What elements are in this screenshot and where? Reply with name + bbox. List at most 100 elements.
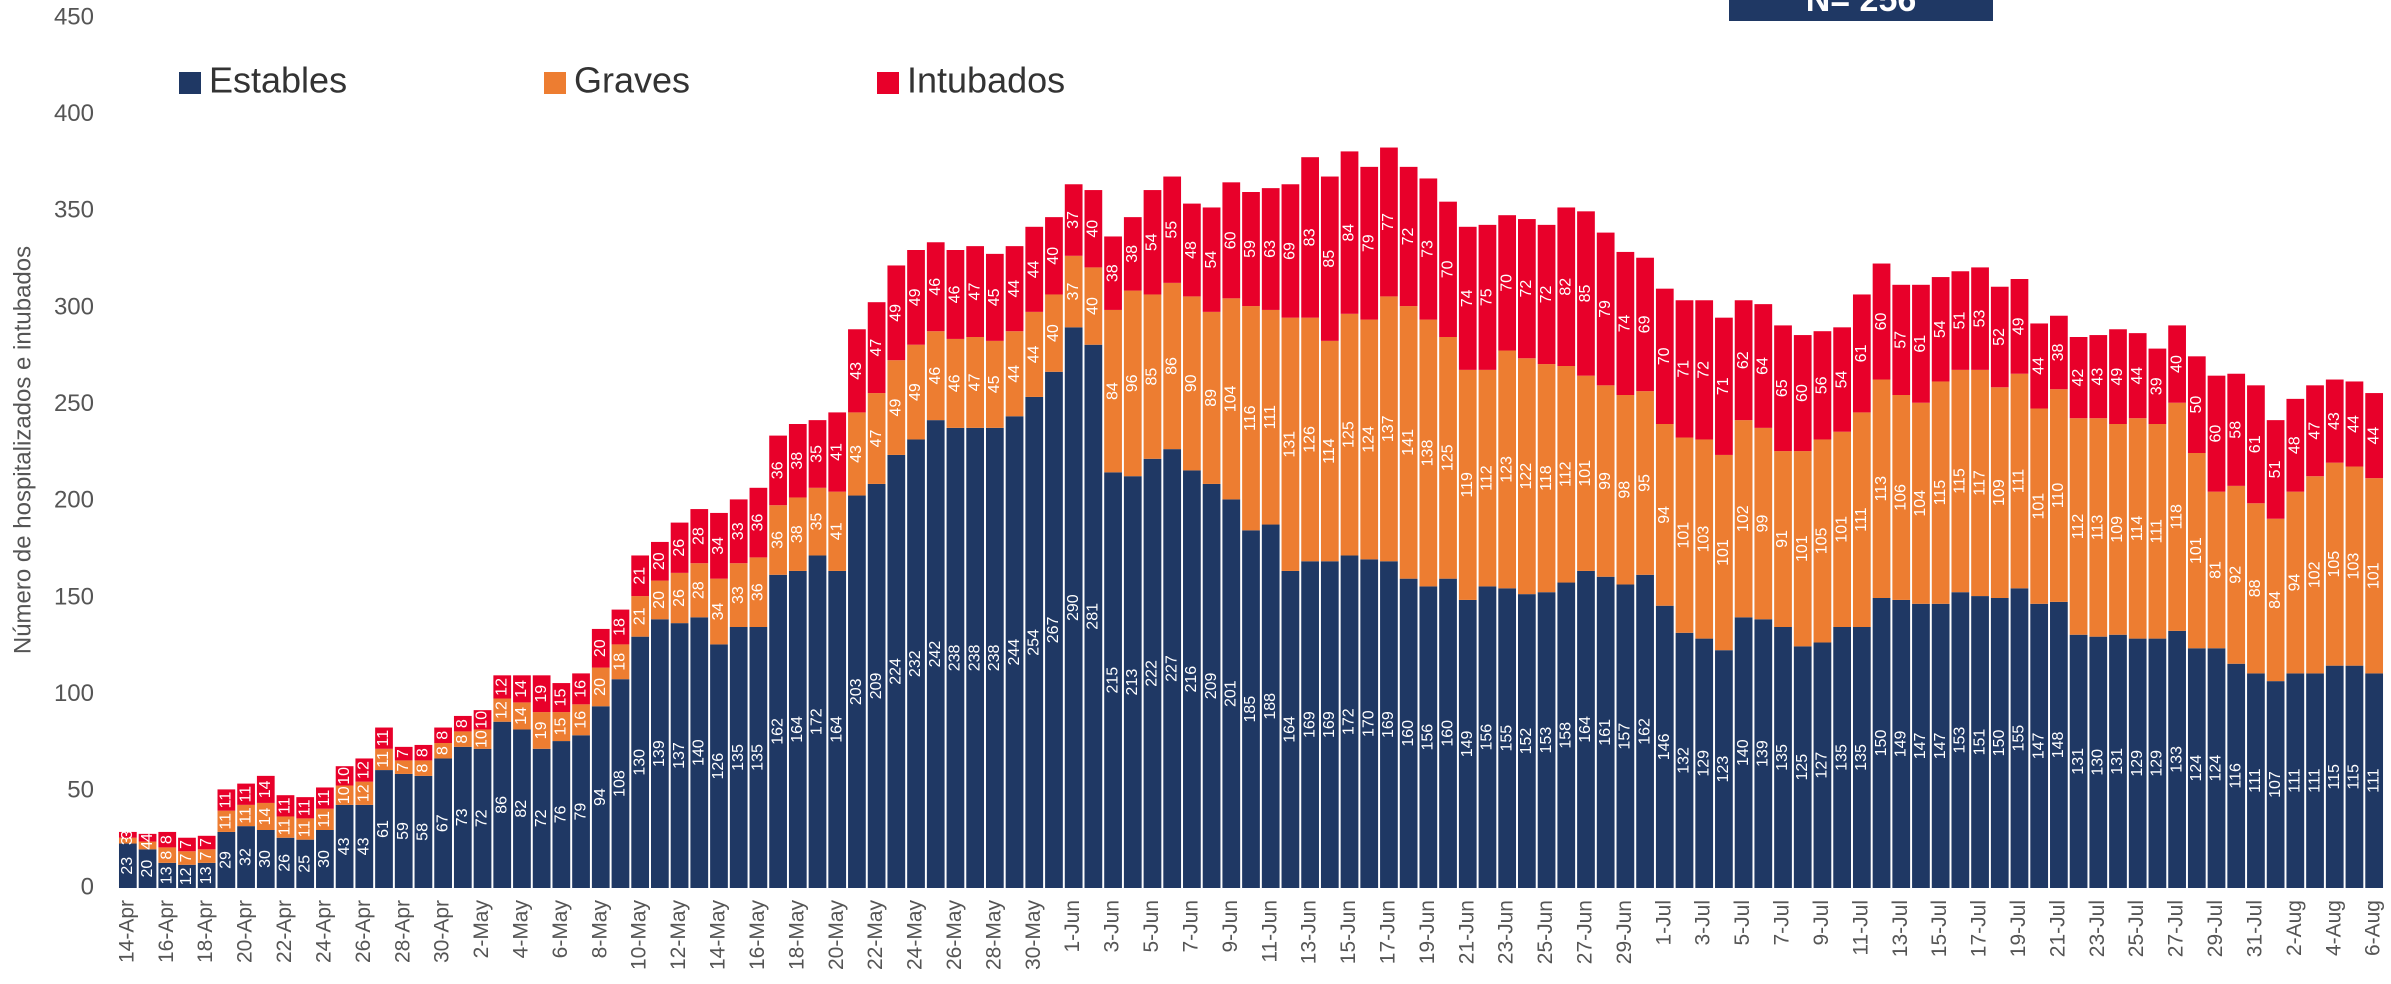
data-label: 158 (1557, 722, 1574, 749)
data-label: 101 (1833, 516, 1850, 543)
data-label: 57 (1892, 331, 1909, 349)
data-label: 40 (2168, 355, 2185, 373)
bar-segment (2089, 418, 2108, 637)
legend-swatch (877, 72, 899, 94)
bar-segment (1084, 267, 1103, 345)
bar-segment (2168, 325, 2186, 403)
data-label: 125 (1794, 754, 1811, 781)
bar-segment (867, 393, 886, 484)
data-label: 11 (296, 821, 313, 838)
bar-segment (335, 785, 354, 805)
bar-segment (2286, 398, 2305, 492)
data-label: 227 (1163, 655, 1180, 682)
data-label: 169 (1321, 711, 1338, 738)
bar-segment (1852, 412, 1871, 627)
bar-segment (788, 497, 807, 571)
bar-segment (1596, 385, 1615, 577)
data-label: 116 (1242, 405, 1259, 431)
bar-segment (1715, 317, 1733, 455)
bar-segment (729, 563, 748, 627)
bar-segment (276, 837, 295, 888)
data-label: 84 (1104, 382, 1121, 400)
data-label: 36 (769, 531, 786, 549)
data-label: 82 (1557, 278, 1574, 296)
bar-segment (1892, 395, 1911, 600)
data-label: 8 (158, 835, 175, 844)
bar-segment (1636, 391, 1654, 575)
bar-segment (2128, 333, 2147, 419)
bar-segment (1754, 427, 1773, 620)
bar-segment (1616, 251, 1635, 395)
data-label: 29 (218, 851, 235, 869)
bar-segment (926, 420, 945, 888)
bar-segment (2010, 279, 2029, 374)
x-tick-label: 29-Jul (2204, 900, 2227, 957)
y-axis-title: Número de hospitalizados e intubados (9, 246, 36, 654)
data-label: 30 (316, 850, 333, 868)
x-tick-label: 18-May (785, 900, 808, 971)
bar-segment (2286, 491, 2305, 674)
bar-segment (552, 741, 571, 888)
bar-segment (2207, 375, 2226, 492)
bar-segment (1163, 176, 1182, 283)
bar-segment (2365, 478, 2384, 674)
bar-segment (217, 810, 236, 832)
data-label: 73 (1420, 240, 1437, 258)
bar-segment (985, 427, 1004, 888)
bar-segment (2187, 648, 2206, 888)
bar-segment (1577, 570, 1595, 888)
data-label: 111 (2306, 768, 2323, 792)
data-label: 172 (1341, 708, 1358, 735)
x-tick-label: 22-May (864, 900, 887, 971)
data-label: 33 (730, 586, 747, 604)
x-tick-label: 30-May (1022, 900, 1045, 971)
data-label: 129 (2129, 750, 2146, 777)
bar-segment (1104, 472, 1122, 888)
bar-segment (2227, 485, 2246, 664)
data-label: 28 (690, 527, 707, 545)
x-tick-label: 4-Aug (2322, 900, 2345, 956)
bar-segment (1439, 578, 1457, 888)
bar-segment (237, 804, 255, 827)
x-tick-label: 21-Jul (2046, 900, 2069, 957)
data-label: 45 (986, 375, 1003, 393)
data-label: 49 (888, 304, 905, 322)
data-label: 94 (2287, 574, 2304, 592)
bar-segment (1931, 381, 1950, 604)
data-label: 7 (178, 853, 195, 862)
data-label: 44 (1006, 280, 1023, 298)
bar-segment (513, 675, 531, 703)
bar-segment (2325, 665, 2344, 888)
data-label: 4 (139, 841, 156, 850)
data-label: 94 (1656, 506, 1673, 524)
data-label: 35 (809, 445, 826, 463)
data-label: 8 (415, 748, 432, 757)
bar-segment (572, 704, 590, 736)
data-label: 164 (1282, 716, 1299, 743)
data-label: 162 (1636, 718, 1653, 745)
data-label: 130 (2090, 749, 2107, 776)
data-label: 151 (1971, 729, 1988, 756)
data-label: 164 (1577, 716, 1594, 743)
data-label: 140 (690, 739, 707, 766)
bar-segment (1419, 178, 1438, 320)
bar-segment (887, 360, 906, 455)
bar-segment (1478, 369, 1497, 587)
bar-segment (1951, 271, 1970, 370)
data-label: 150 (1991, 730, 2008, 757)
data-label: 20 (592, 678, 609, 696)
data-label: 131 (2070, 748, 2087, 775)
data-label: 114 (1321, 438, 1338, 464)
data-label: 110 (2050, 483, 2067, 509)
bar-segment (138, 833, 157, 842)
data-label: 244 (1006, 639, 1023, 666)
data-label: 46 (947, 374, 964, 392)
bar-segment (513, 702, 531, 730)
bar-segment (1458, 226, 1477, 370)
bar-segment (1005, 331, 1024, 417)
bar-segment (946, 338, 965, 428)
bar-segment (1025, 226, 1044, 312)
bar-segment (2365, 393, 2384, 479)
data-label: 115 (1932, 480, 1949, 506)
bar-segment (1872, 379, 1891, 598)
